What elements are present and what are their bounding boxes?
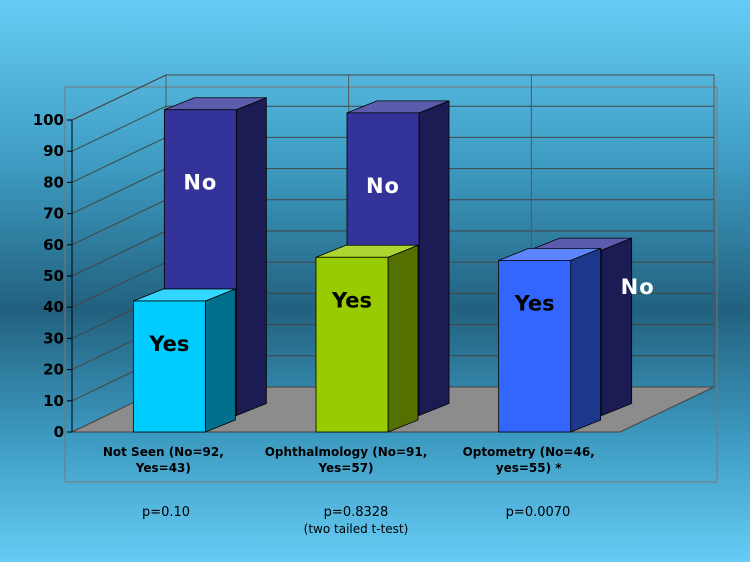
bar-label-no: No	[621, 275, 655, 299]
gridline-side	[71, 261, 167, 308]
p-value-not-seen: p=0.10	[56, 505, 276, 521]
bar-label-yes: Yes	[514, 291, 555, 315]
bar-yes-2-front	[498, 259, 572, 433]
y-tick-label: 50	[43, 267, 64, 285]
x-category-label: Optometry (No=46,	[463, 445, 595, 459]
x-category-label: yes=55) *	[496, 461, 563, 475]
y-tick-label: 80	[43, 173, 64, 191]
bar-yes-2-side	[570, 247, 602, 433]
p-value-text: p=0.0070	[505, 505, 571, 520]
y-tick-label: 20	[43, 361, 64, 379]
p-value-optometry: p=0.0070	[428, 505, 648, 521]
p-value-text: p=0.10	[141, 505, 191, 520]
p-value-text: p=0.8328	[323, 505, 389, 520]
bar-yes-1	[315, 244, 419, 433]
y-tick-label: 30	[43, 329, 64, 347]
bar-label-no: No	[366, 174, 400, 198]
p-value-ophthalmology: p=0.8328 (two tailed t-test)	[246, 505, 466, 537]
y-tick-label: 10	[43, 392, 64, 410]
gridline-side	[71, 136, 167, 183]
gridline-side	[71, 105, 167, 152]
bar-label-yes: Yes	[148, 332, 189, 356]
bar-yes-0-front	[132, 300, 206, 433]
x-category-label: Not Seen (No=92,	[103, 445, 224, 459]
bar-yes-1-front	[315, 256, 389, 433]
x-category-label: Yes=57)	[317, 461, 373, 475]
y-tick-label: 90	[43, 142, 64, 160]
y-tick-label: 40	[43, 298, 64, 316]
bar-no-2-side	[601, 237, 633, 417]
bar-yes-0-side	[204, 288, 236, 433]
x-category-label: Ophthalmology (No=91,	[265, 445, 428, 459]
bar-yes-0	[132, 288, 236, 433]
bar-no-1-side	[418, 100, 450, 417]
gridline-side	[71, 230, 167, 277]
x-category-label: Yes=43)	[135, 461, 191, 475]
bar-no-0-side	[235, 97, 267, 417]
p-value-note: (two tailed t-test)	[303, 522, 409, 536]
bar-yes-1-side	[387, 244, 419, 433]
y-tick-label: 70	[43, 205, 64, 223]
gridline-side	[71, 168, 167, 215]
gridline-side	[71, 199, 167, 246]
gridline-side	[71, 74, 167, 121]
bar-yes-2	[498, 247, 602, 433]
bar-label-yes: Yes	[331, 288, 372, 312]
bar-label-no: No	[183, 171, 217, 195]
y-tick-label: 60	[43, 236, 64, 254]
y-tick-label: 100	[33, 111, 64, 129]
plot-border	[64, 86, 718, 483]
y-tick-label: 0	[54, 423, 64, 441]
